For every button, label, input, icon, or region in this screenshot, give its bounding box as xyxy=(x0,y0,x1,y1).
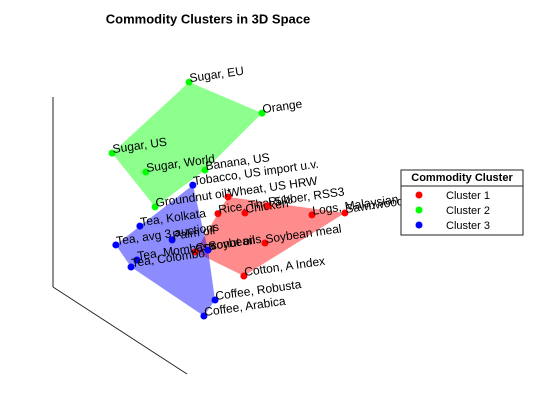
legend-label: Cluster 1 xyxy=(446,190,490,202)
point xyxy=(264,202,272,210)
legend-label: Cluster 2 xyxy=(446,205,490,217)
point xyxy=(258,109,266,117)
point xyxy=(108,149,116,157)
point xyxy=(112,241,120,249)
legend: Commodity Cluster Cluster 1 Cluster 2 Clus… xyxy=(400,169,524,236)
point-label: Palm oil xyxy=(172,223,216,243)
point xyxy=(142,168,150,176)
legend-marker xyxy=(415,206,423,214)
point xyxy=(191,248,199,256)
point xyxy=(151,203,159,211)
point xyxy=(308,211,316,219)
point xyxy=(189,181,197,189)
legend-title: Commodity Cluster xyxy=(411,172,513,184)
legend-label: Cluster 3 xyxy=(446,220,490,232)
point xyxy=(341,209,349,217)
cluster-hull xyxy=(112,82,263,207)
point xyxy=(200,312,208,320)
cluster-hull xyxy=(195,196,345,276)
cluster-hull xyxy=(115,185,216,316)
legend-marker xyxy=(415,191,423,199)
point xyxy=(185,78,193,86)
point xyxy=(261,239,269,247)
point xyxy=(240,272,248,280)
point xyxy=(214,210,222,218)
point xyxy=(224,193,232,201)
axis-frame xyxy=(52,286,188,375)
legend-marker xyxy=(415,221,423,229)
point xyxy=(211,296,219,304)
point-label: Orange xyxy=(261,97,303,116)
point xyxy=(133,256,141,264)
point xyxy=(201,166,209,174)
chart-title: Commodity Clusters in 3D Space xyxy=(106,11,310,26)
point xyxy=(127,263,135,271)
point xyxy=(136,222,144,230)
point xyxy=(204,246,212,254)
point xyxy=(241,209,249,217)
point xyxy=(168,236,176,244)
